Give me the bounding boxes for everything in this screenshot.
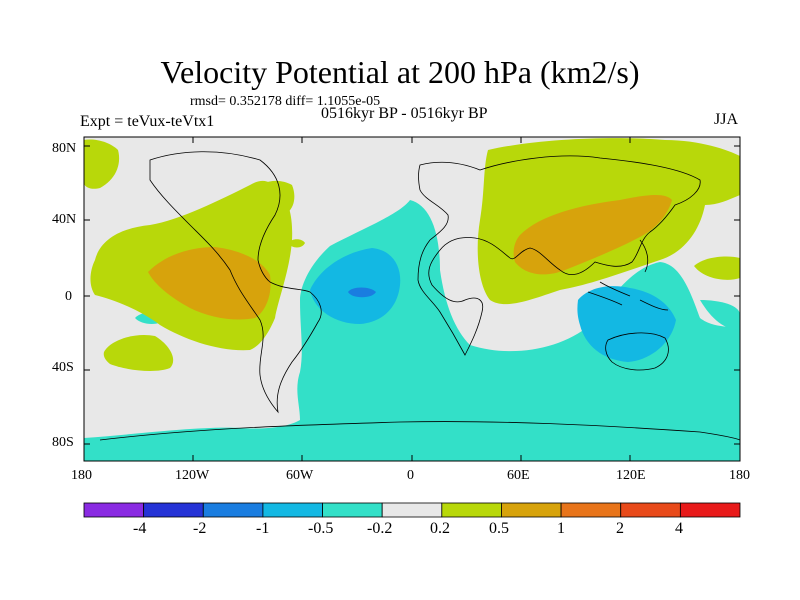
latitude-axis: [84, 145, 740, 445]
stats-label: rmsd= 0.352178 diff= 1.1055e-05: [190, 94, 381, 109]
lat-tick-label-80s: 80S: [52, 435, 74, 450]
lon-tick-label-180e: 180: [729, 468, 750, 483]
negative-strong-core: [348, 287, 376, 298]
colorbar-swatch: [501, 502, 562, 518]
longitude-axis: [83, 137, 741, 461]
positive-anomaly-north-atlantic: [255, 180, 295, 216]
lat-tick-label-eq: 0: [65, 289, 72, 304]
colorbar-label: -1: [256, 520, 270, 537]
season-label: JJA: [714, 111, 739, 128]
colorbar-label: -0.2: [367, 520, 393, 537]
colorbar-swatch: [441, 502, 502, 518]
colorbar-swatch: [83, 502, 145, 518]
colorbar-swatch: [560, 502, 622, 518]
colorbar-label: -2: [193, 520, 207, 537]
colorbar-swatch: [143, 502, 204, 518]
colorbar-label: 1: [557, 520, 565, 537]
colorbar-swatch: [620, 502, 681, 518]
positive-anomaly-arctic-west: [84, 139, 120, 189]
lat-tick-label-40s: 40S: [52, 360, 74, 375]
lon-tick-label-180w: 180: [71, 468, 92, 483]
colorbar-swatch: [322, 502, 383, 518]
positive-core-pacific: [148, 247, 271, 320]
colorbar-label: 4: [675, 520, 683, 537]
lon-tick-label-0: 0: [407, 468, 414, 483]
negative-core-atlantic: [310, 248, 401, 324]
colorbar-swatch: [679, 502, 741, 518]
colorbar-label: -4: [133, 520, 147, 537]
colorbar: [83, 502, 741, 518]
positive-anomaly-east-edge: [694, 256, 740, 280]
experiment-label: Expt = teVux-teVtx1: [80, 113, 215, 130]
lon-tick-label-120e: 120E: [616, 468, 646, 483]
coastlines: [99, 151, 740, 441]
colorbar-swatch: [381, 502, 443, 518]
lon-tick-label-60w: 60W: [286, 468, 314, 483]
positive-core-asia: [513, 195, 672, 275]
lat-tick-label-40n: 40N: [52, 212, 77, 227]
colorbar-label: 2: [616, 520, 624, 537]
colorbar-swatch: [202, 502, 264, 518]
colorbar-label: 0.2: [430, 520, 450, 537]
lat-tick-label-80n: 80N: [52, 141, 77, 156]
lon-tick-label-120w: 120W: [175, 468, 210, 483]
negative-anomaly-south: [84, 200, 740, 461]
lon-tick-label-60e: 60E: [507, 468, 530, 483]
map-panel: [84, 137, 740, 461]
colorbar-label: 0.5: [489, 520, 509, 537]
plot-title: Velocity Potential at 200 hPa (km2/s): [160, 54, 640, 90]
period-label: 0516kyr BP - 0516kyr BP: [321, 105, 488, 122]
colorbar-swatch: [262, 502, 323, 518]
negative-anomaly-east-pacific: [700, 300, 740, 330]
positive-anomaly-spot: [288, 239, 305, 248]
colorbar-label: -0.5: [308, 520, 334, 537]
positive-anomaly-south-pacific: [103, 334, 174, 371]
